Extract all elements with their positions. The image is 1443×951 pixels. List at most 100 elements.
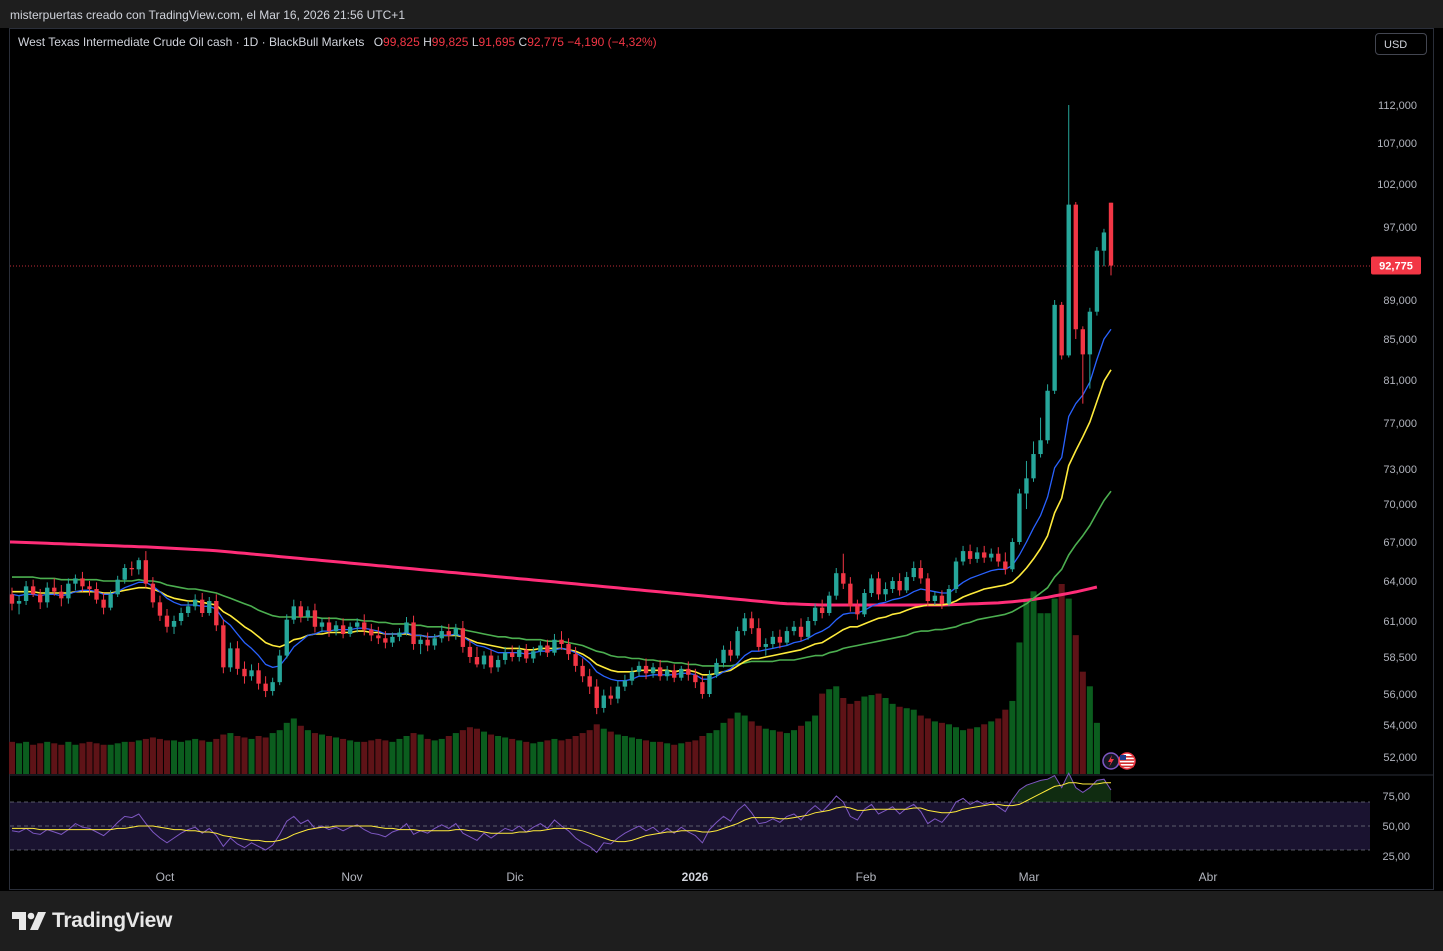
candle [911,561,916,581]
currency-button[interactable]: USD [1375,33,1427,55]
candle-body [953,561,959,589]
volume-bar [657,741,664,774]
candle [425,632,430,652]
volume-bar [945,724,952,774]
candle [819,599,825,619]
volume-bar [635,738,643,774]
candle-body [481,655,487,665]
rsi-tick-label: 75,00 [1382,791,1410,803]
volume-bar [530,743,537,774]
footer-bar [0,891,1443,951]
candle [340,618,346,639]
rsi-tick-label: 25,00 [1382,851,1410,863]
candle-body [1003,561,1008,570]
volume-bar [51,743,58,774]
candle-body [742,618,747,632]
low-value: 91,695 [478,35,516,49]
time-tick-label: 2026 [682,870,709,884]
candle [812,603,818,626]
candle [890,577,895,593]
high-value: 99,825 [431,35,469,49]
candle [59,585,64,607]
candle [383,631,388,649]
candle [939,590,945,609]
candle-body [918,568,923,579]
volume-bar [1093,722,1100,774]
volume-bar [452,733,459,774]
candle [333,621,339,636]
candle [347,622,353,637]
candle-body [657,667,663,677]
candle-body [502,652,508,660]
volume-bar [502,737,509,774]
candle-body [770,636,776,645]
us-flag-stripe [1120,762,1134,764]
candle-body [721,649,726,663]
candle-body [1052,304,1057,391]
volume-bar [100,744,107,774]
candle [284,614,289,659]
candle [876,571,881,600]
candle [524,644,529,663]
volume-bar [1079,671,1086,774]
candle-body [1094,250,1100,312]
volume-bar [213,738,220,774]
tradingview-logo[interactable]: TradingView [12,908,172,934]
lightning-icon [1102,752,1120,770]
volume-bar [671,744,678,774]
candle [73,574,78,591]
candle-body [23,586,29,601]
candle [721,645,726,668]
candle-body [73,578,78,584]
price-tick-label: 85,000 [1383,334,1417,346]
candle [982,545,987,563]
volume-bar [628,737,635,774]
volume-bar [23,741,30,774]
candle-body [235,648,240,669]
candle-body [904,577,909,591]
candle [728,641,733,662]
candle [664,665,670,681]
volume-bar [304,730,311,774]
candle-body [333,625,339,632]
volume-bar [699,736,706,774]
candle [52,578,57,596]
volume-bar [593,724,600,774]
candle [700,676,705,699]
candle-body [136,560,141,570]
candle-body [728,649,733,656]
chart-credit: misterpuertas creado con TradingView.com… [10,8,405,22]
price-tick-label: 54,000 [1383,720,1417,732]
volume-bar [276,730,283,774]
candle-body [890,581,895,589]
candle [369,623,374,642]
candle [531,646,536,663]
time-tick-label: Dic [506,870,523,884]
symbol-legend[interactable]: West Texas Intermediate Crude Oil cash ·… [18,35,657,49]
volume-bar [607,731,614,774]
volume-bar [924,718,931,774]
volume-bar [938,722,945,774]
candle-body [122,568,127,580]
volume-bar [762,728,769,774]
volume-bar [903,708,910,774]
volume-bar [1086,686,1093,774]
open-value: 99,825 [383,35,420,49]
volume-bar [1023,598,1030,774]
candle [1080,326,1086,404]
volume-bar [368,740,375,774]
volume-bar [1065,598,1072,774]
volume-bar [424,738,431,774]
volume-bar [318,734,325,774]
candle [1087,307,1093,389]
candle [1010,538,1015,572]
candle [1003,552,1008,575]
candle [1066,105,1071,358]
candle-body [347,626,353,634]
candle-body [812,607,818,621]
candle-body [45,587,50,603]
candle [1017,488,1022,545]
candle-body [474,657,480,665]
candle [827,591,832,616]
